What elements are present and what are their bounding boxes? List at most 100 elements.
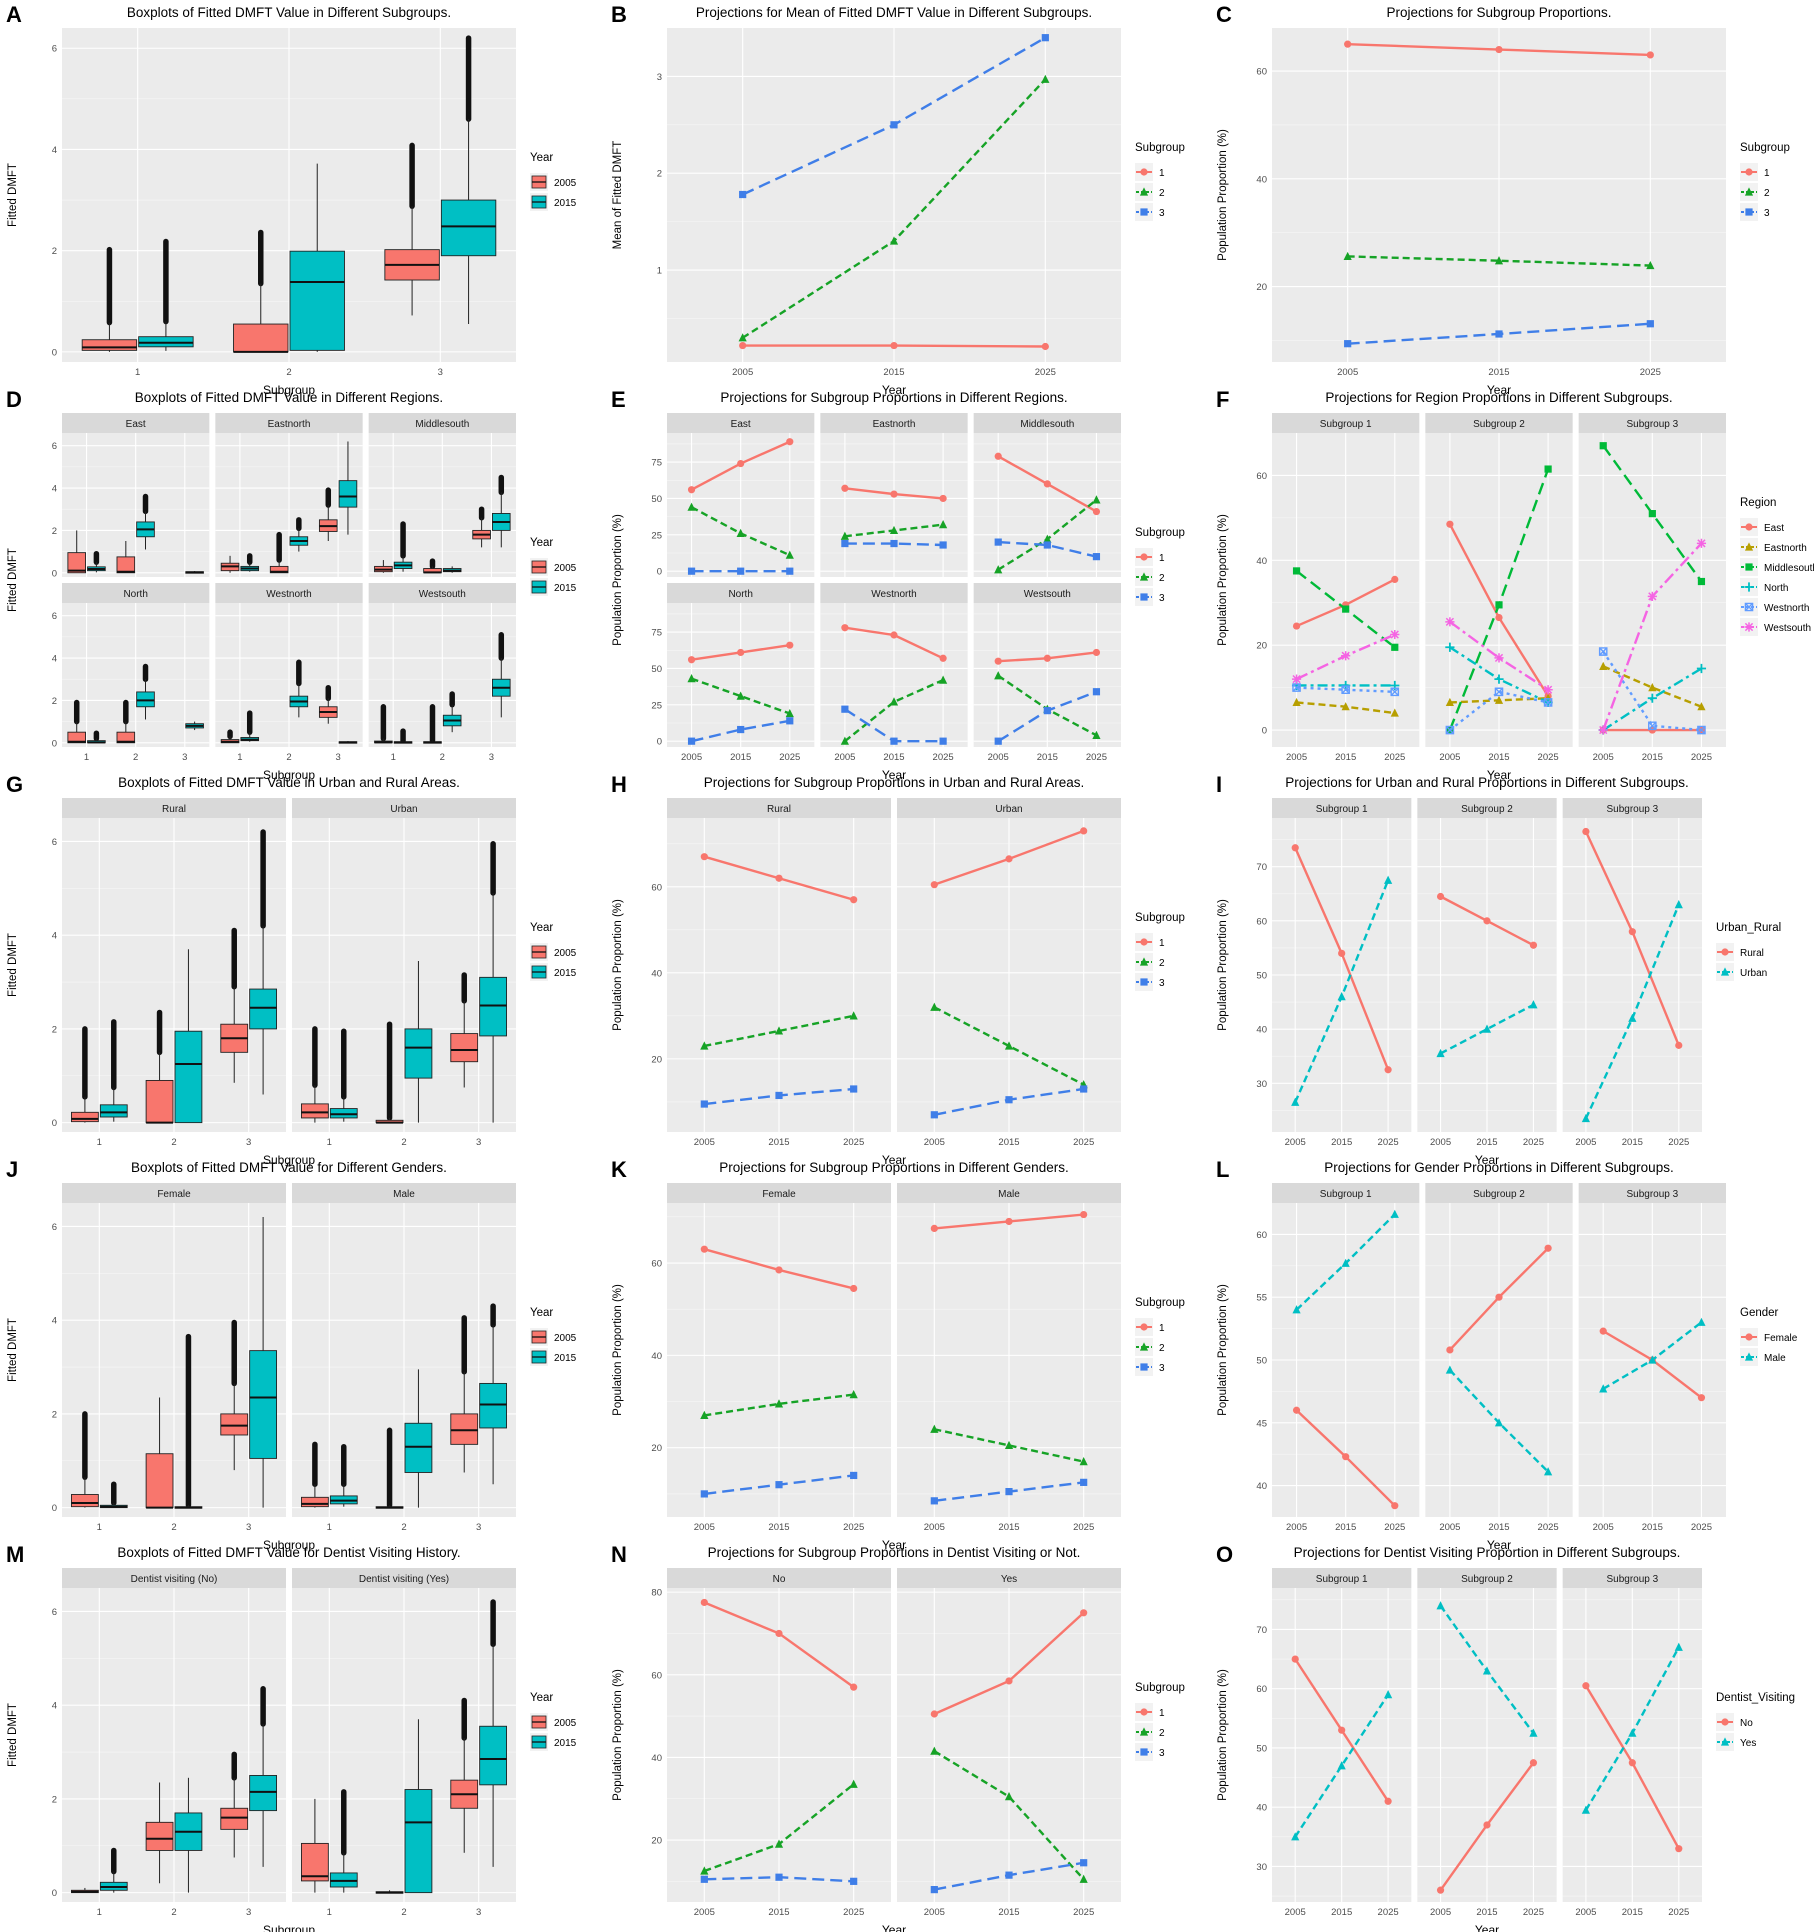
- box-3-2005: [220, 927, 249, 1083]
- y-tick-label: 2: [52, 1409, 57, 1420]
- data-point: [1384, 1690, 1393, 1699]
- box: [67, 552, 87, 574]
- facet: No 20 40 60 80 2005 2015 2025: [651, 1568, 891, 1918]
- y-tick-label: 55: [1256, 1293, 1267, 1304]
- data-point: [1697, 702, 1706, 711]
- legend-marker: [1140, 978, 1148, 986]
- panel-letter: O: [1216, 1542, 1233, 1567]
- legend-marker: [1745, 1333, 1753, 1341]
- legend-title: Year: [530, 1692, 553, 1704]
- box-2-2005: [116, 541, 136, 574]
- x-axis-label: Year: [1475, 1153, 1499, 1167]
- series-Rural: [1436, 892, 1538, 949]
- series-1: [1344, 40, 1654, 59]
- legend-label: 2015: [554, 583, 577, 594]
- x-tick-label: 1: [97, 1907, 102, 1918]
- chart-title: Boxplots of Fitted DMFT Value in Differe…: [127, 5, 451, 20]
- panel-letter: A: [6, 2, 22, 27]
- data-point: [737, 459, 745, 468]
- x-tick-label: 2005: [924, 1137, 945, 1148]
- legend: Subgroup 1 2 3: [1740, 142, 1790, 221]
- data-point: [1344, 340, 1352, 348]
- data-point: [1494, 695, 1504, 704]
- series-Middlesouth: [1292, 567, 1399, 651]
- box-1-2005: [374, 560, 393, 573]
- box: [145, 1453, 174, 1509]
- data-point: [1646, 260, 1655, 270]
- box: [249, 1350, 277, 1459]
- x-tick-label: 2025: [1538, 1522, 1559, 1533]
- y-tick-label: 6: [52, 1222, 57, 1233]
- data-point: [1338, 1726, 1346, 1734]
- series-line: [1602, 650, 1702, 732]
- box: [450, 1033, 479, 1063]
- data-point: [1599, 442, 1607, 450]
- series-line: [1347, 255, 1651, 267]
- facet-label: Subgroup 3: [1606, 1574, 1658, 1585]
- data-point: [1599, 1384, 1608, 1393]
- legend-label: Male: [1764, 1353, 1786, 1364]
- y-tick-label: 6: [52, 44, 57, 55]
- facet-strip: [973, 583, 1121, 603]
- y-tick-label: 0: [657, 737, 662, 748]
- facet-label: Subgroup 3: [1626, 419, 1678, 430]
- data-point: [1080, 827, 1088, 835]
- series-Yes: [1291, 1690, 1393, 1841]
- legend-label: Middlesouth: [1764, 563, 1814, 574]
- data-point: [687, 674, 696, 683]
- x-tick-label: 2025: [1378, 1137, 1399, 1148]
- data-point: [1079, 1456, 1088, 1466]
- facet-strip: [1272, 1183, 1420, 1203]
- y-tick-label: 60: [651, 1670, 662, 1681]
- data-point: [1341, 685, 1350, 695]
- legend-marker: [1745, 563, 1753, 571]
- panel-a: A Boxplots of Fitted DMFT Value in Differ…: [6, 2, 577, 397]
- box-3-2015: [338, 441, 358, 535]
- x-tick-label: 2015: [1488, 367, 1509, 378]
- panel-g: G Boxplots of Fitted DMFT Value in Urban …: [6, 772, 577, 1167]
- x-tick-label: 2025: [779, 752, 800, 763]
- data-point: [1341, 651, 1351, 661]
- x-tick-label: 2: [401, 1137, 406, 1148]
- data-point: [889, 236, 899, 245]
- facet-label: Subgroup 1: [1320, 419, 1372, 430]
- data-point: [1495, 601, 1503, 609]
- data-point: [786, 438, 794, 446]
- data-point: [1529, 1759, 1538, 1767]
- facet-strip: [1578, 413, 1726, 433]
- box: [67, 731, 87, 744]
- x-axis-label: Year: [882, 768, 906, 782]
- x-tick-label: 2015: [1476, 1137, 1497, 1148]
- box: [440, 199, 497, 257]
- data-point: [1092, 688, 1101, 696]
- facet-label: Westsouth: [1024, 589, 1071, 600]
- facet-strip: [667, 413, 815, 433]
- data-point: [1543, 685, 1553, 695]
- series-Yes: [1581, 1642, 1683, 1814]
- data-point: [687, 737, 696, 745]
- x-tick-label: 2015: [1622, 1907, 1643, 1918]
- series-line: [934, 1428, 1084, 1463]
- chart-title: Projections for Subgroup Proportions in …: [719, 1160, 1068, 1175]
- facet-strip: [62, 583, 210, 603]
- data-point: [994, 737, 1002, 745]
- series-line: [691, 677, 791, 715]
- data-point: [841, 705, 849, 713]
- facet: 20 40 60 2005 2015 2025: [1256, 28, 1726, 378]
- data-point: [774, 1839, 784, 1848]
- box-1-2015: [393, 521, 413, 572]
- panel-m: M Boxplots of Fitted DMFT Value for Denti…: [6, 1542, 577, 1932]
- data-point: [1646, 320, 1654, 328]
- box-2-2015: [404, 960, 433, 1123]
- box-3-2015: [249, 1217, 277, 1508]
- facet: Male 2005 2015 2025: [897, 1183, 1121, 1533]
- x-tick-label: 2015: [1642, 752, 1663, 763]
- data-point: [850, 896, 858, 904]
- facet-strip: [1417, 1568, 1557, 1588]
- y-tick-label: 20: [651, 1836, 662, 1847]
- data-point: [1494, 256, 1504, 265]
- y-tick-label: 30: [1256, 1079, 1267, 1090]
- data-point: [700, 1245, 708, 1253]
- x-tick-label: 2005: [732, 367, 753, 378]
- facet-label: Female: [762, 1189, 796, 1200]
